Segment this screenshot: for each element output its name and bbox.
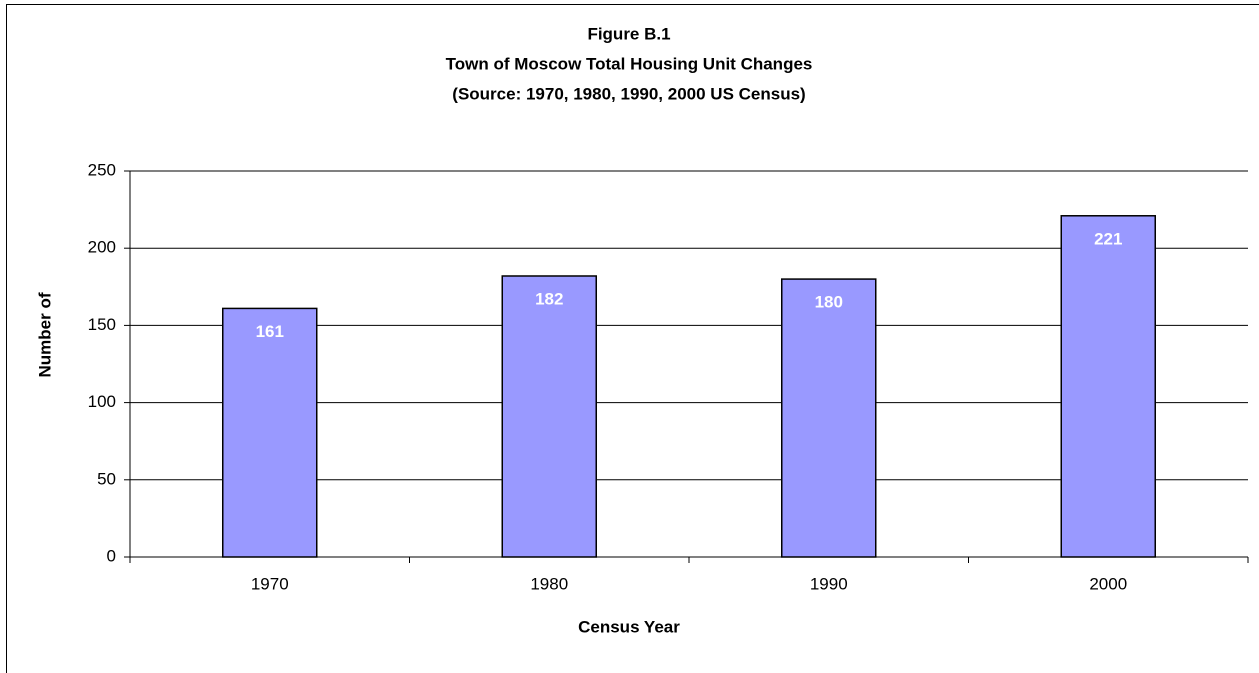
chart-border xyxy=(6,4,1259,673)
chart-title: (Source: 1970, 1980, 1990, 2000 US Censu… xyxy=(452,84,805,103)
x-tick-label: 1990 xyxy=(810,574,848,593)
y-tick-label: 200 xyxy=(88,238,116,257)
chart-title: Figure B.1 xyxy=(587,24,670,43)
value-label: 182 xyxy=(535,289,563,308)
y-tick-label: 250 xyxy=(88,160,116,179)
x-tick-label: 1980 xyxy=(530,574,568,593)
chart-title: Town of Moscow Total Housing Unit Change… xyxy=(446,54,813,73)
x-tick-label: 2000 xyxy=(1089,574,1127,593)
value-label: 161 xyxy=(256,322,284,341)
bar xyxy=(501,275,597,558)
value-label: 221 xyxy=(1094,229,1122,248)
y-tick-label: 0 xyxy=(107,546,116,565)
bar xyxy=(781,278,877,558)
x-tick-label: 1970 xyxy=(251,574,289,593)
y-tick-label: 50 xyxy=(97,469,116,488)
y-tick-label: 150 xyxy=(88,315,116,334)
y-axis-label: Number of xyxy=(35,292,54,377)
x-axis-label: Census Year xyxy=(578,617,680,636)
y-tick-label: 100 xyxy=(88,392,116,411)
bar xyxy=(222,307,318,558)
value-label: 180 xyxy=(815,293,843,312)
bar xyxy=(1060,215,1156,558)
